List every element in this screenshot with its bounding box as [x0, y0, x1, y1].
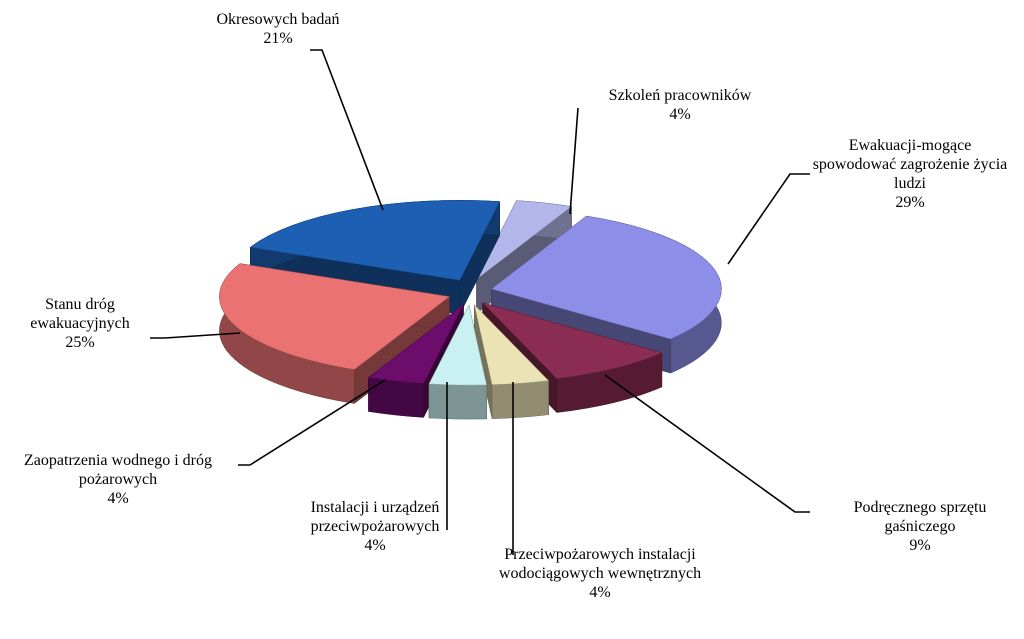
value-label: 9%: [909, 537, 931, 554]
category-label: Stanu dróg ewakuacyjnych: [30, 296, 130, 332]
pie-slice: [473, 304, 550, 419]
pie-slice: [249, 200, 501, 315]
slice-top: [219, 263, 451, 370]
slice-label: Instalacji i urządzeń przeciwpożarowych 4…: [275, 498, 475, 555]
category-label: Zaopatrzenia wodnego i dróg pożarowych: [24, 452, 212, 488]
slice-side: [368, 377, 424, 418]
slice-label: Podręcznego sprzętu gaśniczego 9%: [820, 498, 1020, 555]
category-label: Przeciwpożarowych instalacji wodociągowy…: [498, 546, 702, 582]
slice-top: [428, 304, 487, 386]
leader-line: [569, 107, 579, 215]
pie-slice: [481, 302, 663, 414]
leader-line: [604, 374, 810, 513]
category-label: Podręcznego sprzętu gaśniczego: [853, 499, 987, 535]
pie-slice: [219, 263, 451, 405]
value-label: 4%: [364, 537, 386, 554]
slice-side: [491, 380, 549, 419]
slice-top: [481, 302, 663, 379]
leader-line: [238, 379, 386, 466]
leader-line: [150, 332, 241, 339]
category-label: Okresowych badań: [216, 11, 340, 28]
slice-side: [428, 383, 487, 420]
pie-slice: [476, 200, 573, 314]
value-label: 4%: [589, 584, 611, 601]
category-label: Instalacji i urządzeń przeciwpożarowych: [310, 499, 440, 535]
slice-top: [473, 304, 550, 385]
slice-label: Stanu dróg ewakuacyjnych 25%: [15, 295, 145, 352]
slice-label: Ewakuacji-mogące spowodować zagrożenie ż…: [810, 136, 1010, 212]
value-label: 29%: [895, 194, 925, 211]
value-label: 4%: [107, 490, 129, 507]
value-label: 25%: [65, 334, 95, 351]
slice-top: [490, 215, 722, 340]
slice-top: [476, 200, 573, 280]
slice-label: Szkoleń pracowników 4%: [570, 86, 790, 124]
value-label: 4%: [669, 106, 691, 123]
value-label: 21%: [263, 30, 293, 47]
slice-top: [249, 200, 501, 281]
slice-label: Zaopatrzenia wodnego i dróg pożarowych 4%: [0, 451, 238, 508]
category-label: Szkoleń pracowników: [608, 87, 752, 104]
slice-top: [367, 304, 464, 384]
slice-label: Przeciwpożarowych instalacji wodociągowy…: [480, 545, 720, 602]
leader-line: [310, 49, 384, 211]
slice-label: Okresowych badań 21%: [178, 10, 378, 48]
category-label: Ewakuacji-mogące spowodować zagrożenie ż…: [812, 137, 1008, 192]
leader-line: [727, 173, 810, 265]
pie-slice: [428, 304, 487, 420]
